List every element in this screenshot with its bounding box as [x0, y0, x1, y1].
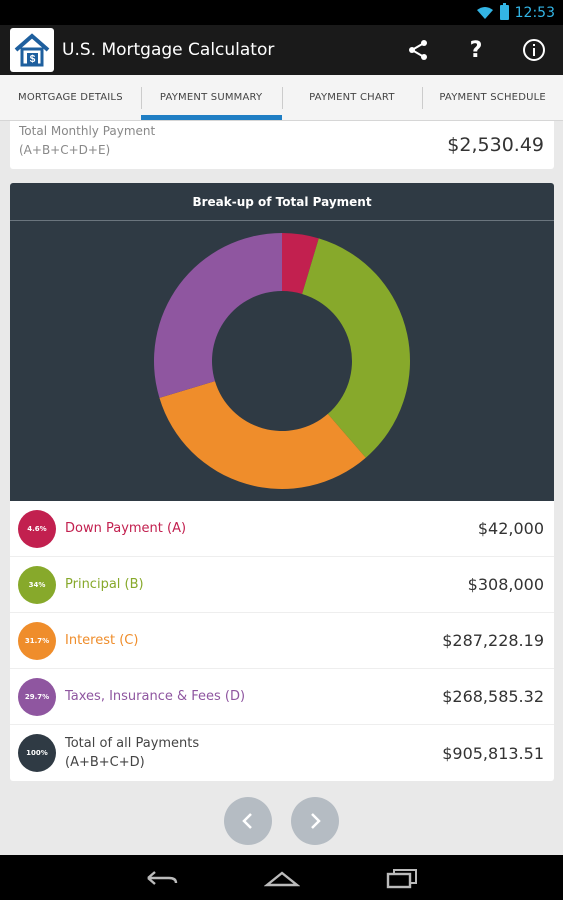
recents-icon[interactable]	[382, 864, 422, 892]
total-value: $905,813.51	[442, 743, 544, 763]
row-value: $42,000	[477, 519, 544, 538]
percent-badge: 29.7%	[18, 677, 56, 716]
home-icon[interactable]	[262, 864, 302, 892]
donut-slice	[302, 238, 410, 458]
system-nav-bar	[0, 855, 563, 900]
app-title: U.S. Mortgage Calculator	[62, 40, 275, 60]
monthly-payment-label: Total Monthly Payment	[19, 124, 156, 138]
status-clock: 12:53	[514, 4, 555, 21]
tab-payment-chart[interactable]: PAYMENT CHART	[281, 75, 423, 120]
percent-badge: 4.6%	[18, 509, 56, 548]
next-button[interactable]	[291, 797, 339, 845]
percent-badge: 31.7%	[18, 621, 56, 660]
share-icon[interactable]	[389, 25, 447, 75]
total-label-group: Total of all Payments (A+B+C+D)	[65, 734, 442, 772]
chevron-left-icon	[242, 813, 252, 829]
monthly-payment-label-group: Total Monthly Payment (A+B+C+D+E)	[19, 122, 155, 160]
info-icon[interactable]	[505, 25, 563, 75]
row-label: Principal (B)	[65, 577, 144, 592]
donut-slice	[154, 233, 282, 398]
list-item-taxes: 29.7% Taxes, Insurance & Fees (D) $268,5…	[10, 669, 554, 725]
total-formula: (A+B+C+D)	[65, 755, 145, 770]
total-label: Total of all Payments	[65, 736, 200, 751]
monthly-payment-card: Total Monthly Payment (A+B+C+D+E) $2,530…	[10, 121, 554, 169]
chevron-right-icon	[311, 813, 321, 829]
chart-card: Break-up of Total Payment	[10, 183, 554, 501]
tab-bar: MORTGAGE DETAILS PAYMENT SUMMARY PAYMENT…	[0, 75, 563, 121]
tab-payment-schedule[interactable]: PAYMENT SCHEDULE	[422, 75, 563, 120]
back-icon[interactable]	[142, 864, 182, 892]
app-logo: $	[10, 28, 54, 72]
status-bar: 12:53	[0, 0, 563, 25]
tab-mortgage-details[interactable]: MORTGAGE DETAILS	[18, 92, 123, 103]
list-item-interest: 31.7% Interest (C) $287,228.19	[10, 613, 554, 669]
row-label: Taxes, Insurance & Fees (D)	[65, 689, 246, 704]
percent-badge: 100%	[18, 734, 56, 772]
donut-chart	[154, 233, 410, 489]
row-value: $287,228.19	[442, 631, 544, 650]
row-value: $308,000	[467, 575, 544, 594]
tab-payment-summary[interactable]: PAYMENT SUMMARY	[140, 75, 282, 120]
row-value: $268,585.32	[442, 687, 544, 706]
list-item-total: 100% Total of all Payments (A+B+C+D) $90…	[10, 725, 554, 781]
prev-button[interactable]	[224, 797, 272, 845]
chart-title: Break-up of Total Payment	[10, 183, 554, 221]
row-label: Down Payment (A)	[65, 521, 187, 536]
monthly-payment-formula: (A+B+C+D+E)	[19, 143, 111, 157]
pager	[0, 797, 563, 849]
donut-slice	[159, 381, 366, 489]
donut-slice	[282, 233, 319, 294]
action-bar: $ U.S. Mortgage Calculator ?	[0, 25, 563, 75]
question-icon[interactable]: ?	[447, 25, 505, 75]
list-item-down-payment: 4.6% Down Payment (A) $42,000	[10, 501, 554, 557]
percent-badge: 34%	[18, 565, 56, 604]
list-item-principal: 34% Principal (B) $308,000	[10, 557, 554, 613]
wifi-icon	[476, 6, 493, 19]
monthly-payment-value: $2,530.49	[447, 134, 544, 156]
svg-text:$: $	[30, 54, 36, 65]
help-glyph: ?	[469, 37, 483, 63]
row-label: Interest (C)	[65, 633, 139, 648]
breakdown-list: 4.6% Down Payment (A) $42,000 34% Princi…	[10, 501, 554, 781]
house-dollar-icon: $	[14, 33, 50, 67]
battery-icon	[499, 3, 509, 20]
